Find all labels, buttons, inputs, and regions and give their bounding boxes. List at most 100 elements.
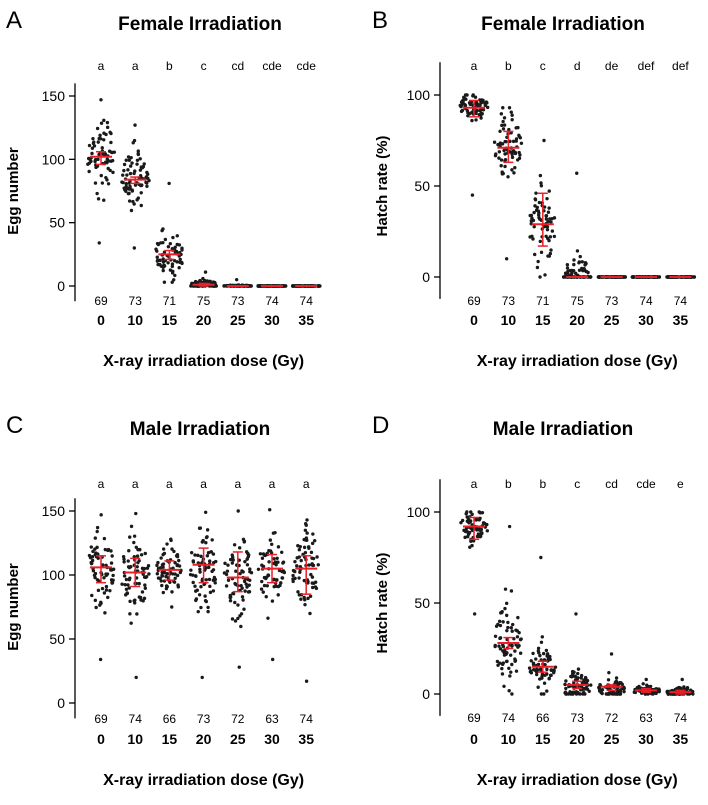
data-point: [173, 273, 177, 278]
data-point: [515, 158, 520, 162]
data-point: [231, 555, 235, 559]
data-point: [105, 125, 110, 130]
x-axis-label: X-ray irradiation dose (Gy): [477, 353, 678, 370]
data-point: [140, 590, 145, 594]
data-point: [622, 275, 627, 279]
data-point: [144, 574, 149, 579]
data-point: [536, 662, 541, 667]
data-point: [136, 152, 141, 157]
data-point: [538, 677, 542, 681]
sample-size-label: 72: [605, 711, 619, 725]
data-point: [533, 252, 537, 257]
data-point: [514, 137, 519, 141]
data-point: [121, 180, 125, 185]
data-point: [122, 168, 126, 173]
significance-letter: cde: [297, 59, 317, 73]
data-point: [516, 615, 520, 620]
data-point: [213, 284, 218, 288]
data-point: [536, 646, 541, 650]
data-point: [130, 188, 134, 192]
data-point: [93, 181, 98, 185]
data-point: [191, 580, 195, 585]
x-tick-label: 0: [97, 731, 105, 747]
data-point: [177, 558, 181, 563]
dot-group: [561, 171, 593, 279]
data-point: [304, 679, 309, 683]
data-point: [632, 275, 636, 279]
data-point: [274, 584, 278, 588]
x-tick-label: 10: [501, 312, 517, 328]
data-point: [580, 260, 584, 264]
data-point: [156, 560, 160, 565]
data-point: [270, 657, 275, 662]
data-point: [207, 565, 211, 570]
data-point: [91, 141, 96, 146]
data-point: [104, 584, 109, 589]
data-point: [509, 626, 513, 630]
data-point: [547, 677, 551, 681]
data-point: [531, 651, 535, 656]
data-point: [496, 622, 500, 627]
data-point: [86, 156, 91, 161]
data-point: [464, 512, 468, 516]
data-point: [106, 182, 111, 186]
data-point: [509, 670, 513, 674]
y-tick-label: 150: [42, 503, 66, 519]
data-point: [233, 619, 238, 623]
data-point: [132, 138, 137, 143]
x-tick-label: 10: [127, 312, 143, 328]
data-point: [236, 616, 240, 621]
sample-size-label: 66: [163, 712, 177, 726]
data-point: [188, 572, 193, 577]
significance-letter: a: [132, 59, 139, 73]
data-point: [474, 100, 479, 105]
data-point: [466, 114, 470, 118]
y-tick-label: 100: [42, 567, 66, 583]
data-point: [139, 191, 143, 195]
data-point: [127, 158, 131, 162]
significance-letter: b: [505, 477, 512, 491]
data-point: [245, 585, 249, 589]
data-point: [507, 666, 511, 671]
data-point: [579, 673, 584, 678]
significance-letter: a: [200, 477, 207, 491]
data-point: [102, 536, 107, 541]
data-point: [641, 682, 645, 686]
data-point: [159, 556, 163, 560]
data-point: [89, 560, 93, 565]
x-axis-label: X-ray irradiation dose (Gy): [103, 353, 304, 370]
data-point: [502, 123, 507, 127]
data-point: [124, 158, 128, 162]
data-point: [163, 237, 168, 242]
data-point: [545, 689, 549, 693]
data-point: [501, 661, 506, 665]
y-tick-label: 0: [422, 686, 430, 702]
data-point: [135, 565, 139, 569]
data-point: [502, 116, 507, 120]
data-point: [497, 156, 501, 160]
data-point: [291, 284, 295, 288]
data-point: [173, 560, 177, 565]
data-point: [246, 555, 250, 559]
data-point: [145, 181, 149, 185]
data-point: [99, 513, 103, 517]
data-point: [535, 265, 540, 270]
data-point: [528, 235, 532, 239]
data-point: [539, 250, 544, 255]
data-point: [620, 682, 624, 687]
y-tick-label: 100: [407, 87, 431, 103]
data-point: [133, 598, 137, 602]
data-point: [204, 535, 209, 540]
data-point: [102, 152, 107, 157]
data-point: [552, 234, 557, 239]
data-point: [276, 545, 281, 549]
data-point: [105, 572, 110, 576]
data-point: [297, 576, 301, 580]
data-point: [485, 105, 490, 110]
data-point: [135, 162, 139, 166]
significance-letter: b: [505, 59, 512, 73]
data-point: [236, 509, 240, 513]
data-point: [510, 113, 514, 117]
sample-size-label: 69: [467, 711, 481, 725]
data-point: [124, 587, 129, 591]
